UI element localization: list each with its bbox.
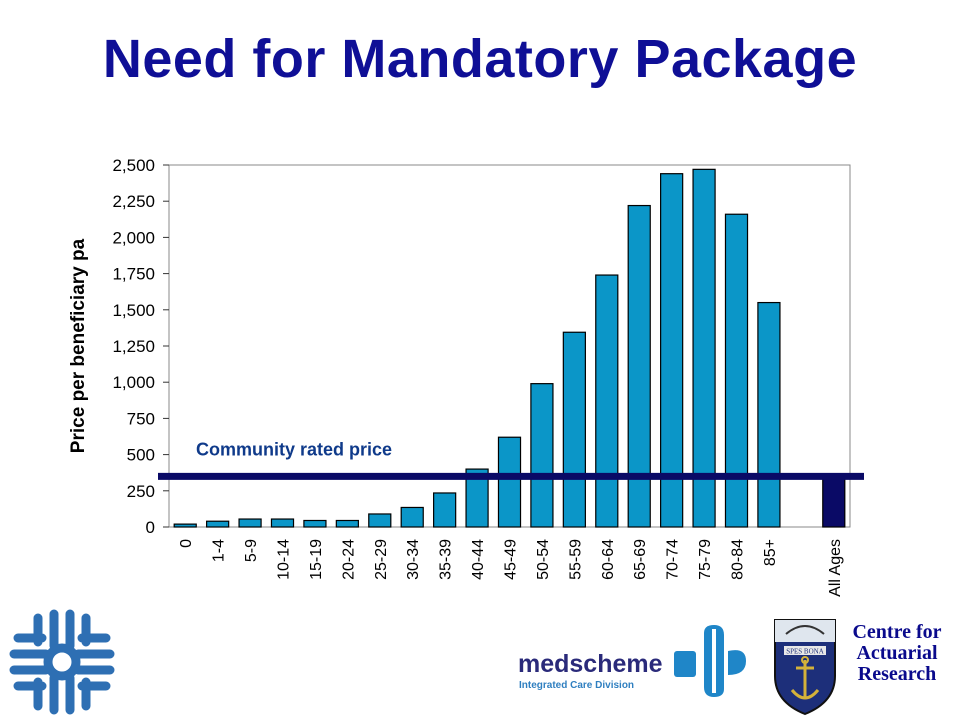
- y-tick-label: 1,500: [112, 301, 155, 320]
- x-tick-label: 35-39: [438, 539, 455, 580]
- x-tick-label: 85+: [762, 539, 779, 566]
- bar: [433, 492, 457, 528]
- medscheme-logo-text: medscheme: [518, 650, 663, 678]
- bar: [562, 331, 586, 528]
- x-tick-label: 10-14: [276, 539, 293, 580]
- uct-crest-icon: SPES BONA: [774, 619, 836, 716]
- x-tick-label: 60-64: [600, 539, 617, 580]
- bar: [757, 301, 781, 528]
- x-tick-label: 45-49: [503, 539, 520, 580]
- bar: [497, 436, 522, 528]
- bar: [335, 519, 359, 528]
- x-tick-label: 30-34: [405, 539, 422, 580]
- bar: [238, 518, 262, 528]
- centre-for-actuarial-research-text: Centre for Actuarial Research: [852, 621, 942, 685]
- bar: [173, 523, 197, 528]
- x-tick-label: 75-79: [697, 539, 714, 580]
- x-tick-label: 70-74: [665, 539, 682, 580]
- bar: [595, 274, 619, 528]
- x-tick-label: 0: [178, 539, 195, 548]
- y-tick-label: 250: [127, 482, 155, 501]
- y-tick-label: 2,250: [112, 192, 155, 211]
- bar: [303, 519, 327, 528]
- bar-chart: 0 250 500 750 1,000 1,250 1,500 1,750 2,000 2,250…: [68, 156, 864, 597]
- x-tick-label: 50-54: [535, 539, 552, 580]
- bar: [660, 173, 684, 528]
- x-tick-label: 15-19: [308, 539, 325, 580]
- bar: [270, 518, 295, 528]
- bar: [465, 468, 489, 528]
- crest-motto: SPES BONA: [786, 648, 824, 656]
- bar: [692, 168, 716, 528]
- bar: [822, 475, 846, 528]
- y-tick-label: 1,250: [112, 337, 155, 356]
- y-tick-label: 2,500: [112, 156, 155, 175]
- y-axis-title: Price per beneficiary pa: [68, 238, 89, 453]
- medscheme-division-text: Integrated Care Division: [519, 680, 635, 691]
- x-tick-label: 65-69: [632, 539, 649, 580]
- bar: [724, 213, 749, 528]
- slide-title: Need for Mandatory Package: [102, 29, 858, 89]
- bar: [368, 513, 392, 528]
- bar: [206, 520, 230, 528]
- y-tick-label: 1,000: [112, 373, 155, 392]
- x-tick-label: 40-44: [470, 539, 487, 580]
- x-tick-label: All Ages: [827, 539, 844, 597]
- bar: [627, 204, 651, 528]
- x-tick-label: 80-84: [730, 539, 747, 580]
- x-tick-label: 25-29: [373, 539, 390, 580]
- medscheme-icon: [674, 625, 746, 697]
- x-tick-label: 20-24: [340, 539, 357, 580]
- x-tick-label: 5-9: [243, 539, 260, 562]
- y-tick-label: 1,750: [112, 265, 155, 284]
- x-tick-label: 55-59: [567, 539, 584, 580]
- y-tick-label: 0: [146, 518, 155, 537]
- y-tick-label: 2,000: [112, 228, 155, 247]
- cross-logo-icon: [9, 609, 115, 715]
- y-tick-label: 750: [127, 409, 155, 428]
- y-tick-label: 500: [127, 446, 155, 465]
- x-tick-label: 1-4: [211, 539, 228, 562]
- bar: [530, 383, 554, 528]
- bar: [400, 506, 424, 528]
- community-price-label: Community rated price: [196, 439, 392, 459]
